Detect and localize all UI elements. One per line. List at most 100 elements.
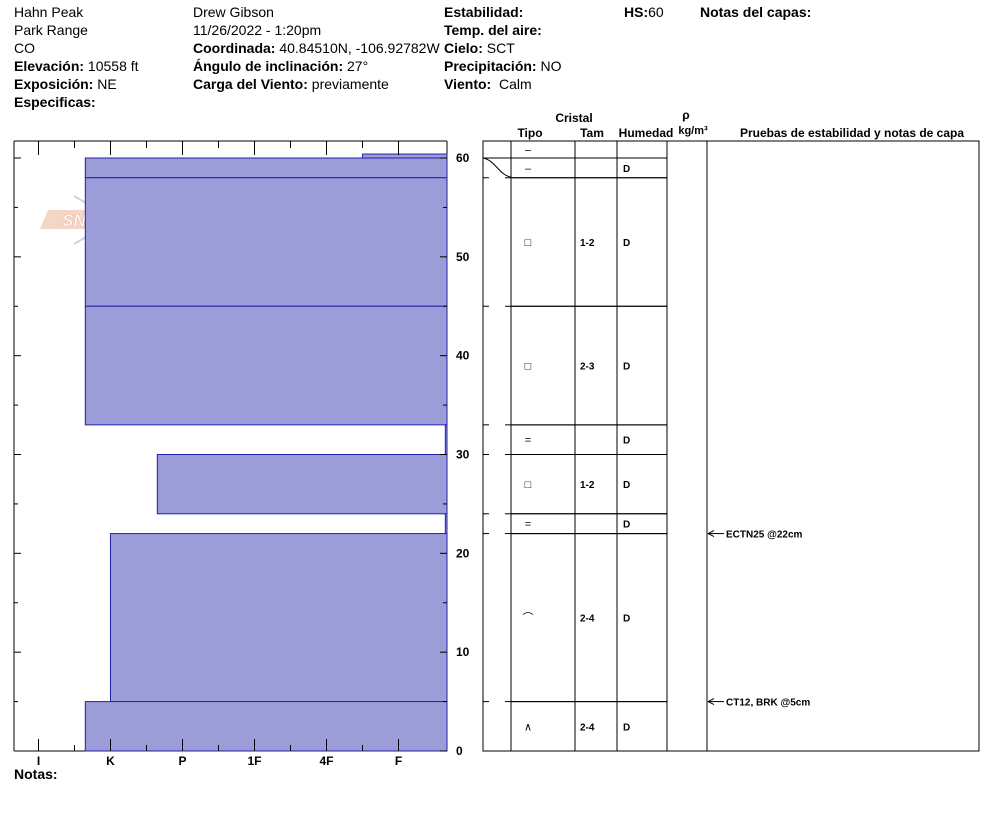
precip-value: NO bbox=[540, 58, 562, 74]
grain-size: 2-3 bbox=[580, 362, 595, 373]
hardness-bar bbox=[444, 513, 448, 535]
y-tick-label: 20 bbox=[456, 546, 470, 560]
type-heading: Tipo bbox=[517, 126, 542, 140]
rho-heading: ρ bbox=[682, 108, 689, 122]
coordinate-row: Coordinada: 40.84510N, -106.92782W bbox=[193, 39, 440, 57]
grain-size: 1-2 bbox=[580, 480, 595, 491]
header-observation-block: Drew Gibson 11/26/2022 - 1:20pm Coordina… bbox=[193, 3, 440, 93]
moisture-code: D bbox=[623, 164, 630, 175]
moisture-code: D bbox=[623, 238, 630, 249]
hs-value: 60 bbox=[648, 4, 664, 20]
grain-type-symbol: □ bbox=[525, 479, 532, 491]
sky-row: Cielo: SCT bbox=[444, 39, 561, 57]
wind-load-row: Carga del Viento: previamente bbox=[193, 75, 440, 93]
y-tick-label: 30 bbox=[456, 448, 470, 462]
y-tick-label: 50 bbox=[456, 250, 470, 264]
stability-test-label: CT12, BRK @5cm bbox=[726, 698, 810, 709]
density-unit-heading: kg/m³ bbox=[678, 125, 708, 137]
stability-label: Estabilidad: bbox=[444, 4, 524, 20]
hs-label: HS: bbox=[624, 4, 649, 20]
table-border bbox=[482, 140, 980, 752]
y-tick-label: 40 bbox=[456, 349, 470, 363]
air-temp-label: Temp. del aire: bbox=[444, 22, 542, 38]
layer-table: – – D □ 1-2 D □ 2-3 D = D □ 1-2 D = D ⌒ 2-4 D ∧ 2-4 D ECTN25 @… bbox=[482, 140, 980, 752]
arrow-icon bbox=[707, 698, 715, 706]
precip-row: Precipitación: NO bbox=[444, 57, 561, 75]
aspect-row: Exposición: NE bbox=[14, 75, 139, 93]
wind-row: Viento: Calm bbox=[444, 75, 561, 93]
moisture-heading: Humedad bbox=[619, 126, 674, 140]
precip-label: Precipitación: bbox=[444, 58, 537, 74]
grain-type-symbol: = bbox=[525, 435, 531, 447]
layer-connector-line bbox=[482, 157, 512, 178]
grain-type-symbol: – bbox=[525, 163, 532, 175]
air-temp-row: Temp. del aire: bbox=[444, 21, 561, 39]
grain-type-symbol: □ bbox=[525, 237, 532, 249]
hardness-bar bbox=[84, 701, 448, 752]
y-tick-label: 0 bbox=[456, 744, 463, 758]
hardness-bar bbox=[84, 305, 448, 426]
hardness-bar bbox=[444, 424, 448, 456]
elevation-row: Elevación: 10558 ft bbox=[14, 57, 139, 75]
state-name: CO bbox=[14, 40, 35, 56]
x-tick-label: 1F bbox=[247, 754, 261, 768]
wind-load-label: Carga del Viento: bbox=[193, 76, 308, 92]
size-heading: Tam bbox=[580, 126, 604, 140]
x-tick-label: 4F bbox=[319, 754, 333, 768]
grain-type-symbol: ⌒ bbox=[523, 612, 534, 625]
slope-label: Ángulo de inclinación: bbox=[193, 58, 344, 74]
y-tick-label: 60 bbox=[456, 151, 470, 165]
hardness-bar bbox=[84, 177, 448, 307]
hardness-bar bbox=[362, 153, 448, 159]
x-tick-label: P bbox=[178, 754, 186, 768]
specifics-label: Especificas: bbox=[14, 94, 96, 110]
x-tick-label: K bbox=[106, 754, 115, 768]
hardness-bars bbox=[84, 153, 448, 752]
specifics-row: Especificas: bbox=[14, 93, 139, 111]
moisture-code: D bbox=[623, 480, 630, 491]
coordinate-label: Coordinada: bbox=[193, 40, 276, 56]
header-location-block: Hahn Peak Park Range CO Elevación: 10558… bbox=[14, 3, 139, 111]
hardness-bar bbox=[156, 454, 448, 515]
elevation-value: 10558 ft bbox=[87, 58, 139, 74]
crystal-heading: Cristal bbox=[555, 111, 592, 125]
slope-row: Ángulo de inclinación: 27° bbox=[193, 57, 440, 75]
grain-size: 2-4 bbox=[580, 722, 595, 733]
sky-value: SCT bbox=[486, 40, 515, 56]
observation-datetime: 11/26/2022 - 1:20pm bbox=[193, 22, 322, 38]
sky-label: Cielo: bbox=[444, 40, 483, 56]
hardness-bar bbox=[84, 157, 448, 179]
moisture-code: D bbox=[623, 520, 630, 531]
arrow-icon bbox=[707, 530, 715, 538]
wind-load-value: previamente bbox=[311, 76, 389, 92]
tests-heading: Pruebas de estabilidad y notas de capa bbox=[740, 126, 964, 140]
stability-row: Estabilidad: bbox=[444, 3, 561, 21]
wind-value: Calm bbox=[498, 76, 532, 92]
aspect-value: NE bbox=[97, 76, 117, 92]
y-tick-label: 10 bbox=[456, 645, 470, 659]
stability-test-label: ECTN25 @22cm bbox=[726, 530, 803, 541]
snow-depth: HS:60 bbox=[624, 3, 664, 21]
coordinate-value: 40.84510N, -106.92782W bbox=[279, 40, 440, 56]
wind-label: Viento: bbox=[444, 76, 492, 92]
hardness-bar bbox=[110, 533, 448, 703]
slope-value: 27° bbox=[347, 58, 369, 74]
layer-notes-heading: Notas del capas: bbox=[700, 4, 812, 20]
grain-type-symbol: = bbox=[525, 519, 531, 531]
elevation-label: Elevación: bbox=[14, 58, 85, 74]
moisture-code: D bbox=[623, 614, 630, 625]
notes-label: Notas: bbox=[14, 766, 58, 782]
moisture-code: D bbox=[623, 436, 630, 447]
location-name: Hahn Peak bbox=[14, 4, 84, 20]
grain-type-symbol: ∧ bbox=[524, 721, 532, 733]
moisture-code: D bbox=[623, 722, 630, 733]
observer-name: Drew Gibson bbox=[193, 4, 274, 20]
x-tick-label: I bbox=[37, 754, 40, 768]
grain-type-symbol: □ bbox=[525, 361, 532, 373]
x-tick-label: F bbox=[395, 754, 402, 768]
aspect-label: Exposición: bbox=[14, 76, 94, 92]
grain-size: 1-2 bbox=[580, 238, 595, 249]
grain-size: 2-4 bbox=[580, 614, 595, 625]
header-conditions-block: Estabilidad: Temp. del aire: Cielo: SCT … bbox=[444, 3, 561, 93]
